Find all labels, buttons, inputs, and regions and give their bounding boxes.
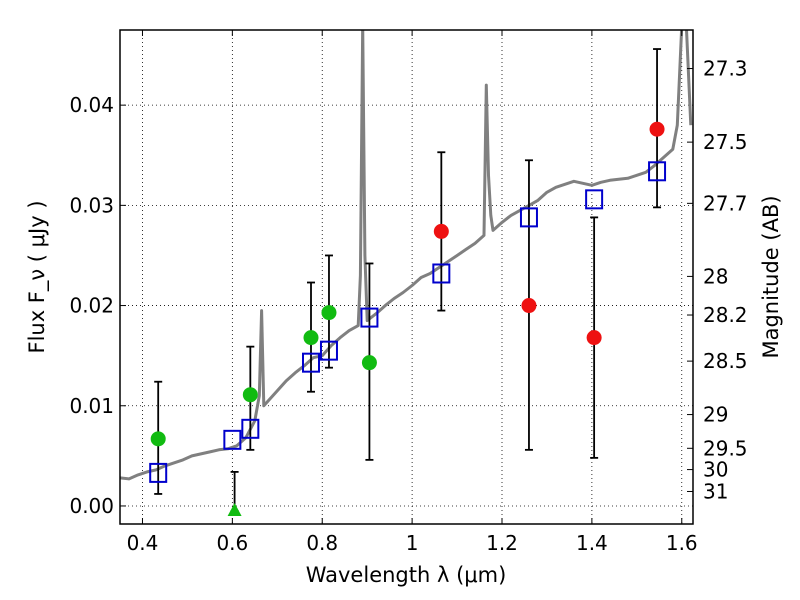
x-tick-label: 0.4	[127, 531, 159, 555]
observed-point-green	[361, 355, 377, 371]
x-tick-label: 1.4	[576, 531, 608, 555]
y-tick-label: 0.04	[69, 93, 114, 117]
observed-point-red	[521, 298, 537, 314]
y-tick-label: 0.00	[69, 494, 114, 518]
model-flux-square	[360, 307, 379, 328]
observed-point-green	[150, 431, 166, 447]
x-tick-label: 1.2	[486, 531, 518, 555]
mag-tick-label: 28	[703, 264, 728, 288]
mag-tick-label: 29	[703, 403, 728, 427]
plot-frame	[119, 29, 694, 525]
observed-point-red	[433, 223, 449, 239]
x-tick-label: 1.6	[666, 531, 698, 555]
model-flux-square	[319, 340, 338, 361]
x-tick-label: 0.6	[216, 531, 248, 555]
model-flux-square	[648, 161, 667, 182]
mag-tick-label: 27.7	[703, 191, 748, 215]
y-tick-label: 0.03	[69, 193, 114, 217]
model-flux-square	[302, 352, 320, 373]
model-flux-square	[241, 418, 260, 439]
model-flux-square	[519, 207, 538, 228]
mag-tick-label: 28.5	[703, 349, 748, 373]
model-flux-square	[432, 263, 451, 284]
observed-point-red	[649, 121, 665, 137]
model-flux-square	[585, 189, 604, 210]
observed-point-green	[303, 330, 319, 346]
mag-tick-label: 31	[703, 479, 728, 503]
ticks: 0.4 0.6 0.8 1 1.2 1.4 1.6 0.00 0.01 0.02 0.03 0.04 2…	[69, 30, 748, 555]
x-tick-label: 0.8	[306, 531, 338, 555]
x-tick-label: 1	[406, 531, 419, 555]
mag-tick-label: 28.2	[703, 303, 748, 327]
observed-point-triangle	[227, 502, 242, 516]
y-axis-label: Flux F_ν ( μJy )	[25, 200, 50, 353]
mag-tick-label: 30	[703, 458, 728, 482]
model-flux-square	[149, 462, 168, 483]
template-spectrum-line	[120, 30, 693, 481]
y-axis-label-right: Magnitude (AB)	[759, 195, 783, 358]
data-layer	[120, 30, 693, 481]
observed-point-green	[242, 387, 258, 403]
errorbar-layer	[149, 48, 667, 516]
x-axis-label: Wavelength λ (μm)	[306, 563, 507, 587]
mag-tick-label: 27.3	[703, 57, 748, 81]
mag-tick-label: 29.5	[703, 436, 748, 460]
mag-tick-label: 27.5	[703, 130, 748, 154]
observed-point-red	[586, 330, 602, 346]
model-flux-square	[223, 429, 242, 450]
y-tick-label: 0.02	[69, 294, 114, 318]
observed-point-green	[321, 305, 337, 321]
y-tick-label: 0.01	[69, 394, 114, 418]
plot-background	[120, 30, 693, 524]
